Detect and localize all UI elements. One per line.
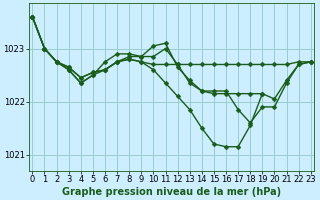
X-axis label: Graphe pression niveau de la mer (hPa): Graphe pression niveau de la mer (hPa) — [62, 187, 281, 197]
